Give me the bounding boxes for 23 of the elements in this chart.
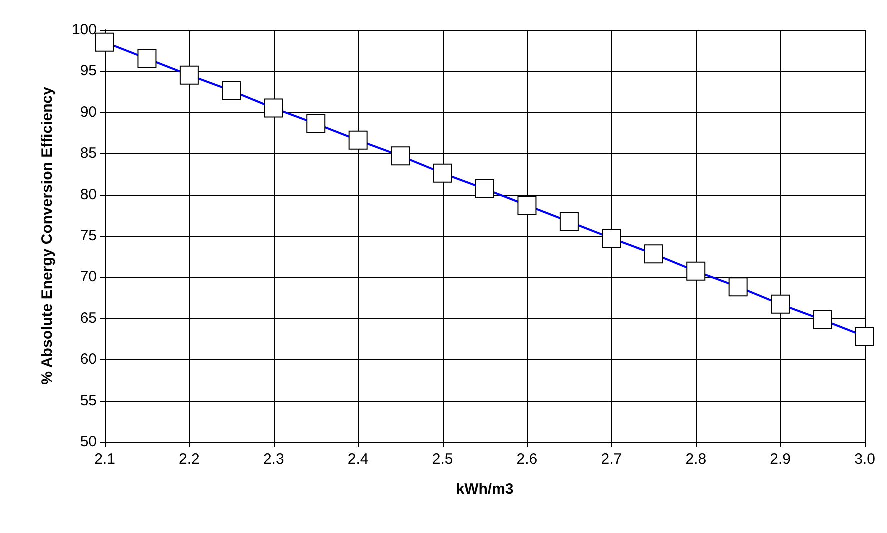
y-tick-label: 100 [72, 22, 97, 38]
y-tick-label: 80 [80, 186, 97, 204]
x-tick-label: 2.9 [770, 451, 791, 468]
x-tick-label: 2.1 [94, 451, 116, 468]
x-tick-label: 2.3 [263, 451, 284, 468]
y-tick-label: 90 [80, 104, 97, 121]
x-tick-label: 2.5 [432, 451, 454, 468]
y-tick-label: 85 [80, 145, 97, 162]
x-tick-label: 2.6 [516, 451, 538, 468]
y-tick-label: 70 [80, 268, 97, 286]
y-tick-label: 50 [80, 434, 97, 450]
x-tick-label: 2.2 [179, 451, 200, 468]
y-tick-label: 55 [80, 392, 97, 410]
x-axis-title: kWh/m3 [456, 481, 514, 498]
x-tick-label: 2.7 [601, 451, 622, 468]
x-tick-label: 2.4 [348, 451, 369, 468]
y-tick-label: 60 [80, 351, 97, 368]
x-tick-label: 2.8 [686, 451, 707, 468]
y-axis-title: % Absolute Energy Conversion Efficiency [39, 86, 56, 385]
x-tick-label: 3.0 [854, 451, 876, 468]
y-tick-label: 65 [80, 310, 97, 327]
y-tick-label: 75 [80, 228, 97, 244]
y-tick-label: 95 [80, 62, 97, 80]
